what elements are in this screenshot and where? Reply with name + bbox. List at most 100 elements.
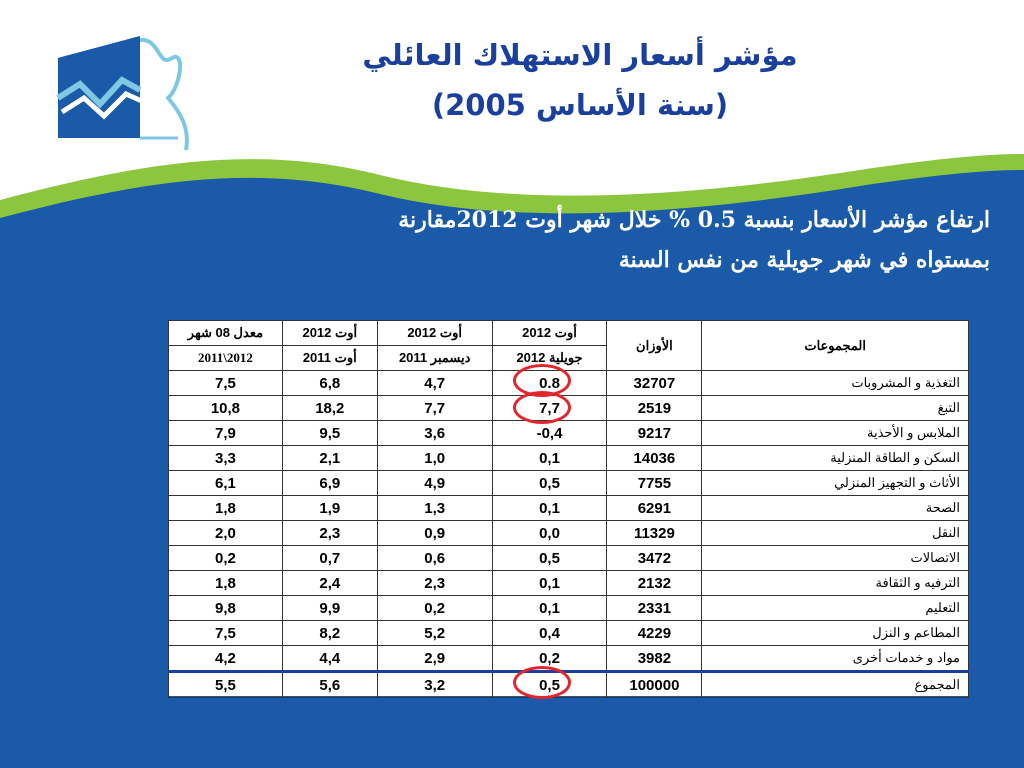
table-row: 3,3 2,1 1,0 0,1 14036 السكن و الطاقة الم… (168, 445, 969, 471)
cell-weight: 11329 (606, 520, 703, 546)
table-row: 1,8 2,4 2,3 0,1 2132 الترفيه و الثقافة (168, 570, 969, 596)
cell-weight: 4229 (606, 620, 703, 646)
headline: ارتفاع مؤشر الأسعار بنسبة 0.5 % خلال شهر… (250, 200, 990, 280)
table-row: 9,8 9,9 0,2 0,1 2331 التعليم (168, 595, 969, 621)
total-label: المجموع (701, 670, 969, 698)
cell-weight: 7755 (606, 470, 703, 496)
cell-ytd: 2,3 (376, 570, 493, 596)
cell-weight: 2132 (606, 570, 703, 596)
cell-yoy: 18,2 (281, 395, 378, 421)
table-row: 7,5 8,2 5,2 0,4 4229 المطاعم و النزل (168, 620, 969, 646)
cell-group: الترفيه و الثقافة (701, 570, 969, 596)
cell-ytd: 2,9 (376, 645, 493, 672)
header-c4-bottom: 2011\2012 (168, 345, 283, 371)
cpi-table: معدل 08 شهر 2012 أوت 2012 أوت 2012 أوت ا… (168, 320, 969, 698)
cell-ytd: 4,9 (376, 470, 493, 496)
cell-mom: 0,5 (491, 470, 608, 496)
cell-weight: 32707 (606, 370, 703, 396)
total-avg: 5,5 (168, 670, 283, 698)
slide-header (0, 0, 1024, 160)
cell-weight: 2519 (606, 395, 703, 421)
highlight-circle (513, 666, 571, 699)
cell-avg: 0,2 (168, 545, 283, 571)
table-row: 1,8 1,9 1,3 0,1 6291 الصحة (168, 495, 969, 521)
cell-weight: 9217 (606, 420, 703, 446)
total-row: 5,5 5,6 3,2 0,5 100000 المجموع (168, 670, 969, 698)
cell-group: التغذية و المشروبات (701, 370, 969, 396)
cell-group: الاتصالات (701, 545, 969, 571)
cell-mom: -0,4 (491, 420, 608, 446)
logo-icon (56, 36, 189, 151)
cell-ytd: 3,6 (376, 420, 493, 446)
header-groups: المجموعات (701, 320, 969, 371)
total-ytd: 3,2 (376, 670, 493, 698)
cell-yoy: 8,2 (281, 620, 378, 646)
cell-yoy: 4,4 (281, 645, 378, 672)
cell-ytd: 7,7 (376, 395, 493, 421)
cell-group: النقل (701, 520, 969, 546)
cell-ytd: 1,3 (376, 495, 493, 521)
cell-avg: 4,2 (168, 645, 283, 672)
cell-group: المطاعم و النزل (701, 620, 969, 646)
table-row: 4,2 4,4 2,9 0,2 3982 مواد و خدمات أخرى (168, 645, 969, 672)
header-c4-top: معدل 08 شهر (168, 320, 283, 346)
cell-ytd: 0,2 (376, 595, 493, 621)
cell-yoy: 6,8 (281, 370, 378, 396)
cell-group: التبغ (701, 395, 969, 421)
cell-weight: 2331 (606, 595, 703, 621)
cell-group: السكن و الطاقة المنزلية (701, 445, 969, 471)
cell-yoy: 2,4 (281, 570, 378, 596)
title-line-1: مؤشر أسعار الاستهلاك العائلي (362, 38, 798, 72)
cell-ytd: 4,7 (376, 370, 493, 396)
cell-avg: 7,5 (168, 620, 283, 646)
cell-yoy: 0,7 (281, 545, 378, 571)
cell-yoy: 2,3 (281, 520, 378, 546)
header-c1-top: 2012 أوت (491, 320, 608, 346)
headline-line-2: بمستواه في شهر جويلية من نفس السنة (618, 247, 990, 273)
cell-avg: 1,8 (168, 495, 283, 521)
table-row: 2,0 2,3 0,9 0,0 11329 النقل (168, 520, 969, 546)
cell-avg: 9,8 (168, 595, 283, 621)
cell-mom: 0,0 (491, 520, 608, 546)
cell-avg: 6,1 (168, 470, 283, 496)
table-row: 6,1 6,9 4,9 0,5 7755 الأثاث و التجهيز ال… (168, 470, 969, 496)
cell-mom: 0,1 (491, 495, 608, 521)
total-yoy: 5,6 (281, 670, 378, 698)
cell-mom: 0,1 (491, 595, 608, 621)
cell-yoy: 9,5 (281, 420, 378, 446)
cell-ytd: 5,2 (376, 620, 493, 646)
cell-avg: 3,3 (168, 445, 283, 471)
total-weight: 100000 (606, 670, 703, 698)
cell-mom: 0,5 (491, 545, 608, 571)
table-row: 7,9 9,5 3,6 -0,4 9217 الملابس و الأحذية (168, 420, 969, 446)
cell-weight: 6291 (606, 495, 703, 521)
cell-ytd: 1,0 (376, 445, 493, 471)
cell-avg: 1,8 (168, 570, 283, 596)
table-row: 0,2 0,7 0,6 0,5 3472 الاتصالات (168, 545, 969, 571)
header-weights: الأوزان (606, 320, 703, 371)
cell-yoy: 1,9 (281, 495, 378, 521)
cell-weight: 3982 (606, 645, 703, 672)
cell-group: الصحة (701, 495, 969, 521)
cell-mom: 0,4 (491, 620, 608, 646)
cell-avg: 7,9 (168, 420, 283, 446)
cell-group: الأثاث و التجهيز المنزلي (701, 470, 969, 496)
cell-yoy: 9,9 (281, 595, 378, 621)
cell-ytd: 0,6 (376, 545, 493, 571)
highlight-circle (513, 391, 571, 424)
header-row-2: 2011\2012 2011 أوت 2011 ديسمبر 2012 جويل… (168, 345, 969, 371)
header-row-1: معدل 08 شهر 2012 أوت 2012 أوت 2012 أوت ا… (168, 320, 969, 371)
cell-group: التعليم (701, 595, 969, 621)
cell-mom: 0,1 (491, 570, 608, 596)
cell-ytd: 0,9 (376, 520, 493, 546)
table-row: 7,5 6,8 4,7 0.8 32707 التغذية و المشروبا… (168, 370, 969, 396)
header-c3-bottom: 2011 أوت (281, 345, 378, 371)
cell-yoy: 2,1 (281, 445, 378, 471)
cell-group: الملابس و الأحذية (701, 420, 969, 446)
cell-mom: 0,1 (491, 445, 608, 471)
cell-weight: 3472 (606, 545, 703, 571)
header-c2-top: 2012 أوت (376, 320, 493, 346)
headline-line-1: ارتفاع مؤشر الأسعار بنسبة 0.5 % خلال شهر… (398, 207, 990, 233)
slide-title: مؤشر أسعار الاستهلاك العائلي (سنة الأساس… (300, 30, 860, 130)
cell-avg: 7,5 (168, 370, 283, 396)
